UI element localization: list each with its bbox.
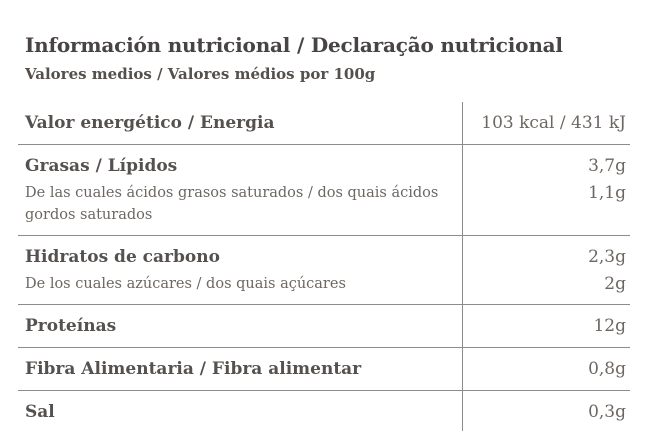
row-value-cell: 12g	[463, 314, 630, 338]
row-label-cell: Proteínas	[18, 314, 463, 338]
row-sublabel: De las cuales ácidos grasos saturados / …	[25, 185, 439, 223]
table-row-fat: Grasas / Lípidos De las cuales ácidos gr…	[18, 144, 630, 235]
row-label: Sal	[25, 402, 55, 422]
row-value-cell: 103 kcal / 431 kJ	[463, 111, 630, 135]
row-label: Fibra Alimentaria / Fibra alimentar	[25, 359, 362, 379]
row-value: 3,7g	[588, 156, 626, 176]
table-row-fibre: Fibra Alimentaria / Fibra alimentar 0,8g	[18, 347, 630, 390]
row-label-cell: Grasas / Lípidos De las cuales ácidos gr…	[18, 154, 463, 226]
row-label: Proteínas	[25, 316, 117, 336]
row-subvalue: 2g	[604, 274, 626, 294]
row-label-cell: Fibra Alimentaria / Fibra alimentar	[18, 357, 463, 381]
page-title: Información nutricional / Declaração nut…	[25, 33, 563, 57]
table-row-salt: Sal 0,3g	[18, 390, 630, 433]
row-label-cell: Valor energético / Energia	[18, 111, 463, 135]
page-subtitle: Valores medios / Valores médios por 100g	[25, 65, 376, 83]
table-row-protein: Proteínas 12g	[18, 304, 630, 347]
row-label-cell: Sal	[18, 400, 463, 424]
row-subvalue: 1,1g	[588, 183, 626, 203]
nutrition-table: Valor energético / Energia 103 kcal / 43…	[18, 102, 630, 433]
row-label-cell: Hidratos de carbono De los cuales azúcar…	[18, 245, 463, 295]
row-value-cell: 2,3g 2g	[463, 245, 630, 295]
row-label: Hidratos de carbono	[25, 247, 220, 267]
row-value: 0,8g	[588, 359, 626, 379]
row-value-cell: 3,7g 1,1g	[463, 154, 630, 204]
row-value-cell: 0,8g	[463, 357, 630, 381]
row-value: 0,3g	[588, 402, 626, 422]
table-row-energy: Valor energético / Energia 103 kcal / 43…	[18, 102, 630, 144]
row-value: 12g	[593, 316, 626, 336]
column-divider	[462, 102, 463, 431]
nutrition-label-page: Información nutricional / Declaração nut…	[18, 33, 630, 433]
row-sublabel: De los cuales azúcares / dos quais açúca…	[25, 276, 346, 292]
table-row-carbohydrates: Hidratos de carbono De los cuales azúcar…	[18, 235, 630, 304]
row-value-cell: 0,3g	[463, 400, 630, 424]
row-value: 103 kcal / 431 kJ	[481, 113, 626, 133]
row-label: Grasas / Lípidos	[25, 156, 178, 176]
row-label: Valor energético / Energia	[25, 113, 275, 133]
row-value: 2,3g	[588, 247, 626, 267]
